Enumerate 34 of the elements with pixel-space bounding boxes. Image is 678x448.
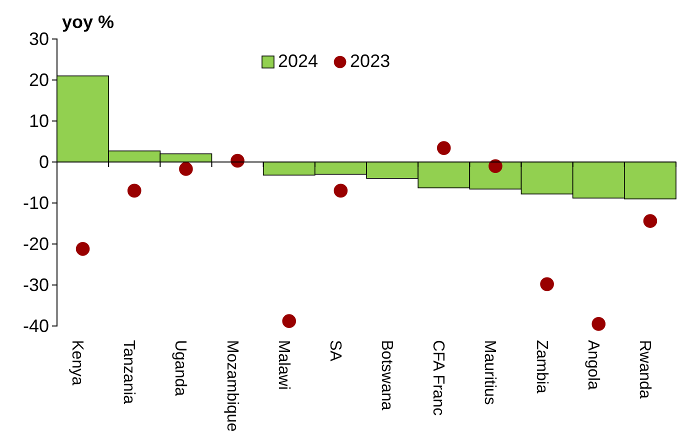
y-tick-label: 10 [28,110,49,131]
point [76,242,90,256]
x-tick-label: Zambia [532,340,550,394]
point [643,214,658,228]
point [334,184,348,198]
x-tick-label: Uganda [172,340,189,396]
x-tick-label: Mozambique [223,340,240,432]
x-tick-label: Rwanda [636,340,653,399]
point [436,141,451,155]
legend-label: 2024 [278,50,318,71]
y-tick-label: 20 [28,70,49,90]
y-axis-title: yoy % [62,12,114,32]
x-tick-label: Mauritius [481,340,498,405]
point [488,159,502,173]
y-tick-label: -30 [22,274,49,295]
y-tick-label: -40 [22,316,49,336]
x-tick-label: SA [326,340,344,362]
point [127,184,142,198]
point [179,162,193,176]
point [282,314,296,328]
x-tick-label: Kenya [68,340,86,386]
y-tick-label: 0 [38,152,49,172]
y-tick-label: -20 [22,234,49,254]
point [540,277,554,292]
x-tick-label: Tanzania [120,340,138,404]
y-tick-label: -10 [22,192,49,213]
x-tick-label: Malawi [274,340,292,390]
point [230,154,244,168]
x-tick-label: CFA Franc [430,340,447,416]
x-tick-label: Botswana [378,340,396,410]
y-tick-label: 30 [28,28,49,49]
point [592,317,606,331]
x-tick-label: Angola [584,340,602,390]
legend-label: 2023 [350,50,390,71]
